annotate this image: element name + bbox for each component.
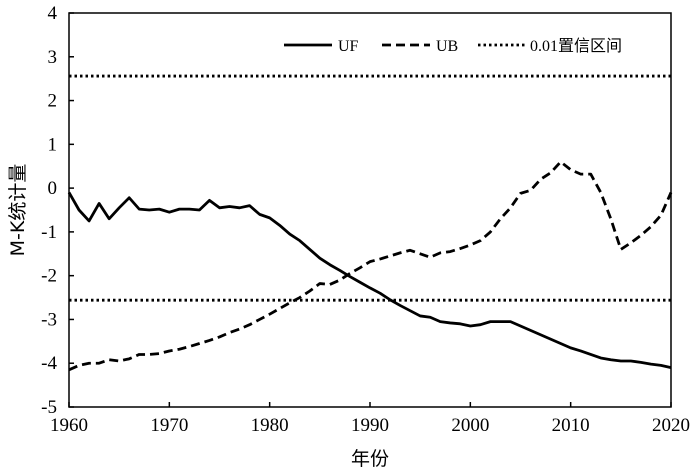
x-tick-label: 1980 [251,415,289,436]
y-tick-label: -2 [41,266,57,287]
y-tick-label: -3 [41,309,57,330]
legend-label: UF [338,38,359,55]
y-tick-label: -4 [41,353,57,374]
x-axis-title: 年份 [351,448,389,470]
series-line-ub [68,160,673,372]
y-tick-label: 4 [48,3,58,24]
y-tick-label: 2 [48,91,58,112]
y-tick-label: -5 [41,397,57,418]
x-axis: 1960 1970 1980 1990 2000 2010 2020 [50,402,690,436]
x-tick-label: 2010 [552,415,590,436]
legend-label: 0.01置信区间 [530,37,622,55]
y-tick-label: -1 [41,222,57,243]
y-tick-label: 1 [48,134,58,155]
legend-label: UB [436,38,458,55]
x-tick-label: 1990 [351,415,389,436]
x-tick-label: 2000 [451,415,489,436]
y-axis-title: M-K统计量 [7,164,29,257]
series-layer [67,160,673,372]
y-tick-label: 0 [48,178,58,199]
y-axis: -5 -4 -3 -2 -1 0 1 2 3 4 [41,3,74,418]
reference-lines [69,74,671,302]
series-line-uf [67,191,672,369]
legend: UF UB 0.01置信区间 [284,37,622,55]
x-tick-label: 2020 [652,415,690,436]
x-tick-label: 1960 [50,415,88,436]
y-tick-label: 3 [48,47,58,68]
x-tick-label: 1970 [150,415,188,436]
